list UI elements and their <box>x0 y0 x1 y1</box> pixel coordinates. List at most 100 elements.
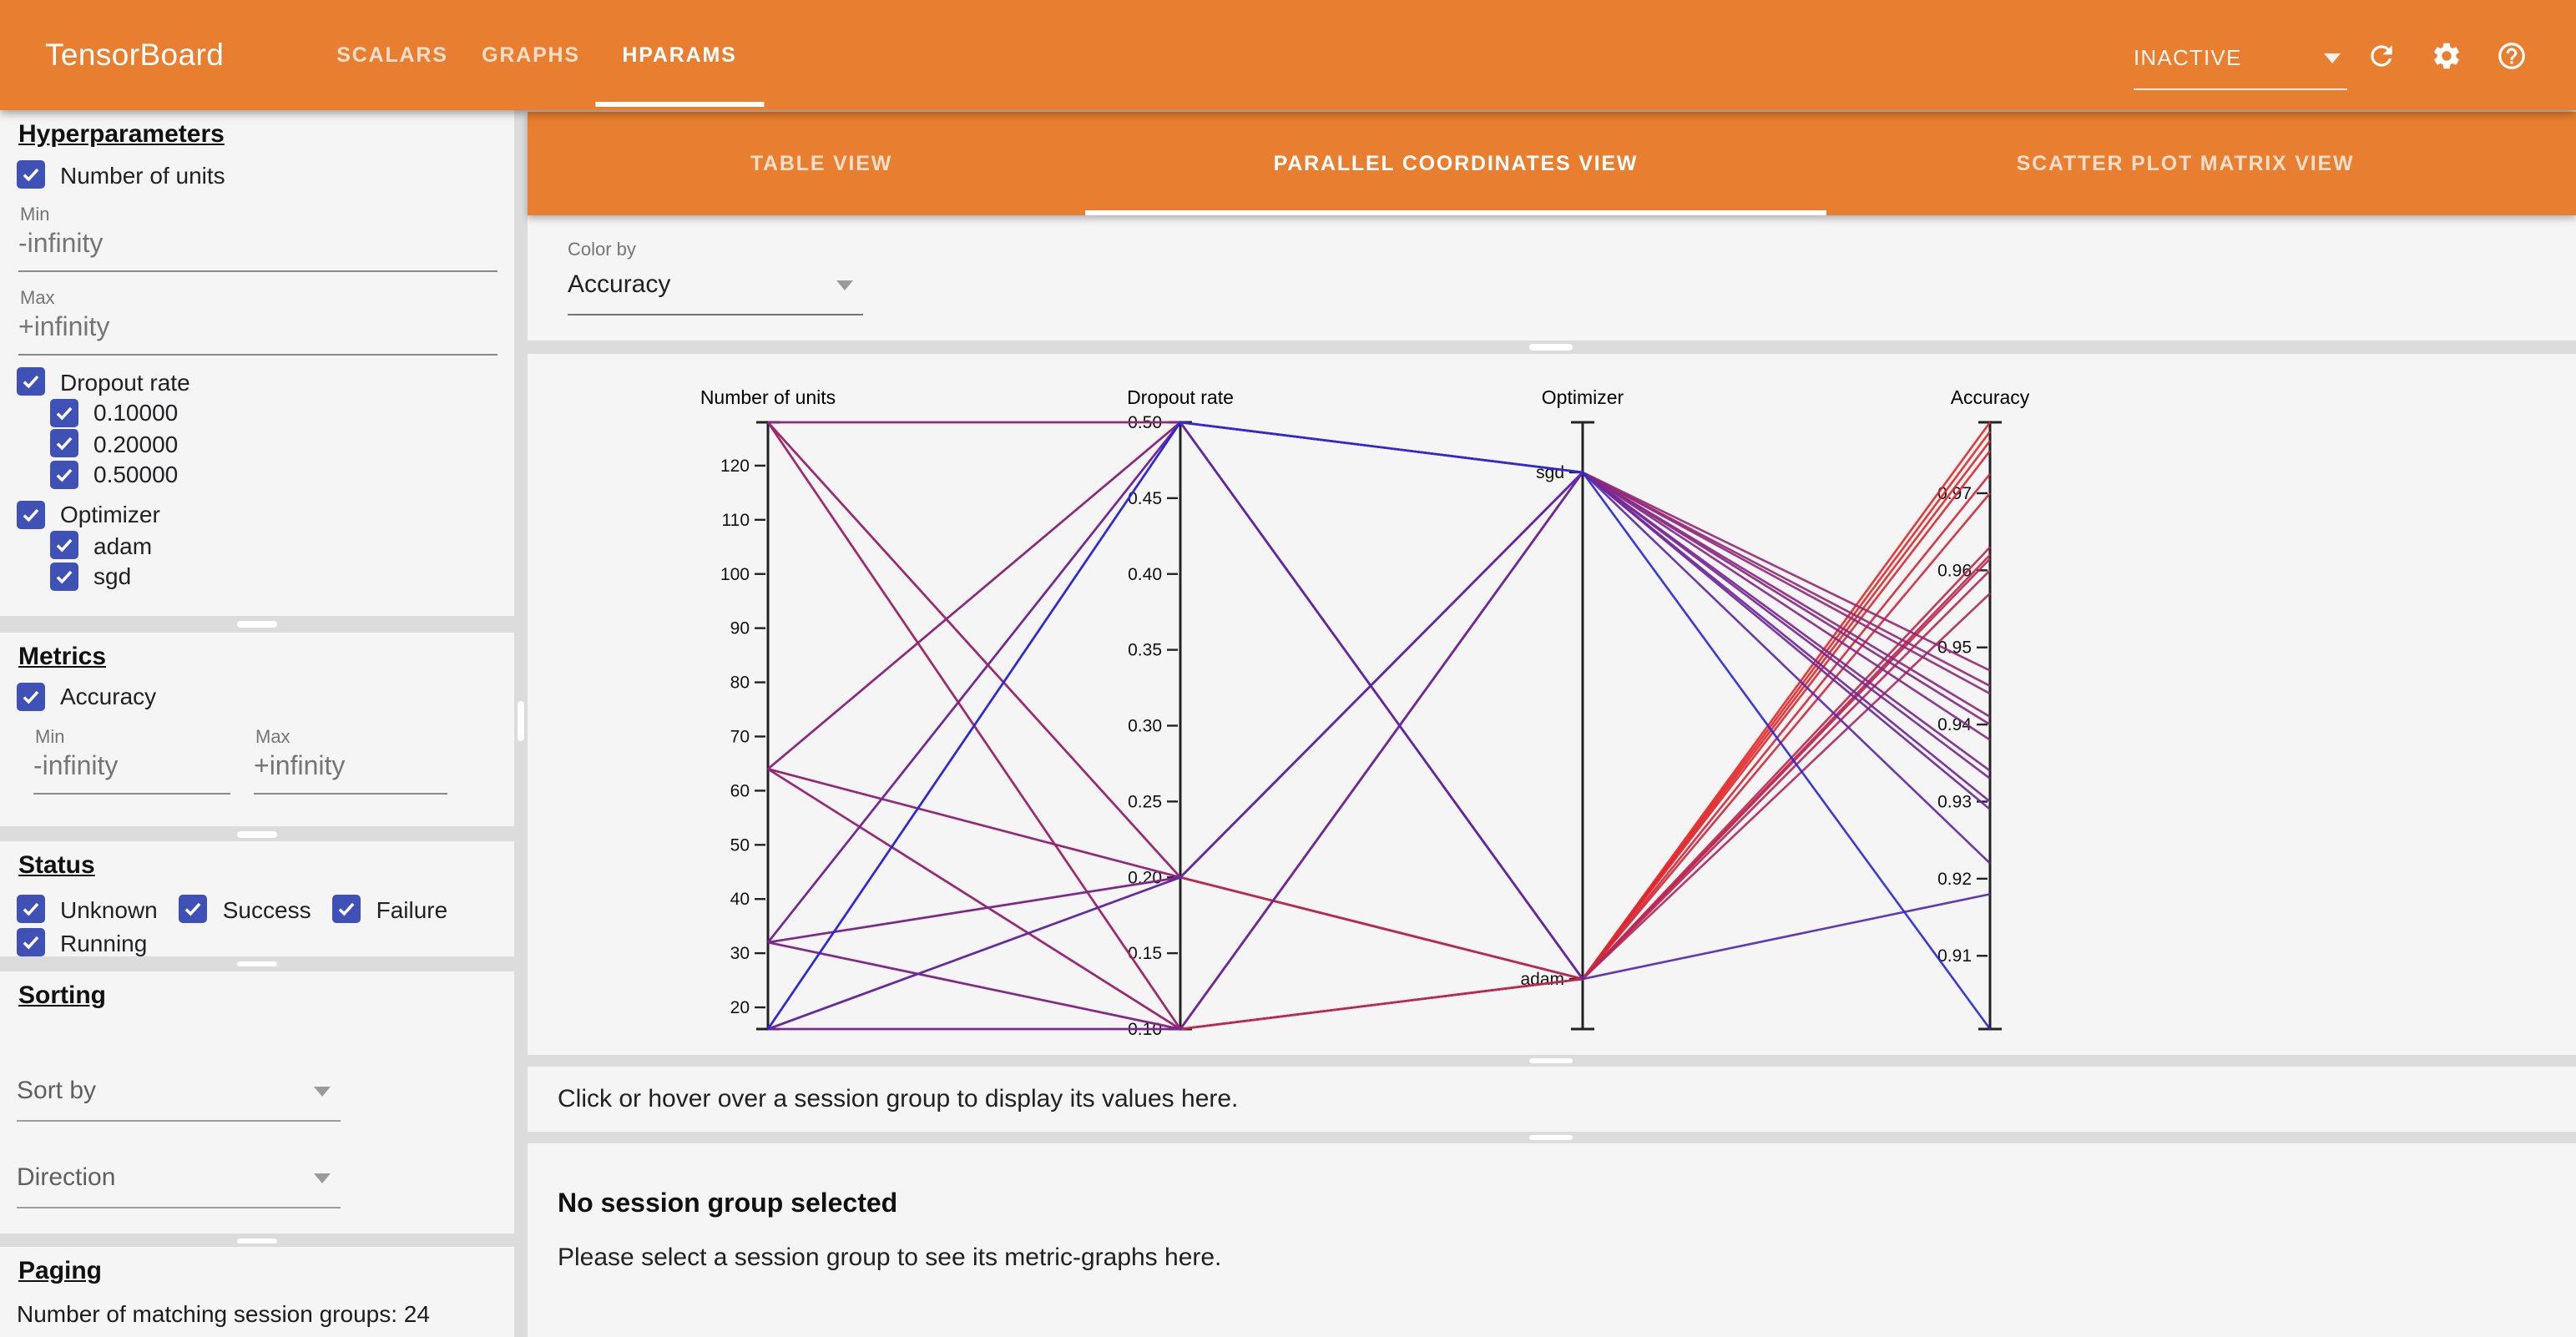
help-icon[interactable] <box>2496 39 2528 71</box>
checkbox-row-dropout-050[interactable]: 0.50000 <box>50 460 498 488</box>
color-by-dropdown[interactable]: Accuracy <box>568 270 863 315</box>
svg-text:50: 50 <box>730 835 750 854</box>
panel-resize-handle[interactable] <box>528 1131 2576 1143</box>
checkbox-dropout-020[interactable] <box>50 429 78 457</box>
direction-value: Direction <box>17 1163 116 1191</box>
checkbox-accuracy[interactable] <box>17 682 45 710</box>
checkbox-label: Unknown <box>60 896 158 922</box>
checkbox-row-sgd[interactable]: sgd <box>50 562 498 590</box>
checkbox-row-failure[interactable]: Failure <box>332 895 448 923</box>
section-resize-handle[interactable] <box>0 826 514 842</box>
checkbox-row-dropout-020[interactable]: 0.20000 <box>50 429 498 457</box>
svg-text:0.35: 0.35 <box>1128 640 1162 659</box>
section-resize-handle[interactable] <box>0 1233 514 1249</box>
checkbox-row-dropout-010[interactable]: 0.10000 <box>50 398 498 426</box>
hyperparameters-heading: Hyperparameters <box>18 120 225 149</box>
sidebar-resize-handle[interactable] <box>514 110 528 1337</box>
svg-text:30: 30 <box>730 943 750 962</box>
panel-resize-handle[interactable] <box>528 341 2576 353</box>
checkbox-row-dropout-rate[interactable]: Dropout rate <box>17 367 498 396</box>
metrics-max-field[interactable]: +infinity <box>254 752 447 794</box>
drag-handle-icon <box>1529 1057 1573 1063</box>
sidebar-section-sorting: Sorting Sort by Direction <box>0 971 514 1233</box>
svg-text:70: 70 <box>730 726 750 745</box>
checkbox-number-of-units[interactable] <box>17 160 45 189</box>
checkbox-label: Accuracy <box>60 683 157 709</box>
status-heading: Status <box>18 851 95 880</box>
svg-text:Number of units: Number of units <box>700 386 836 407</box>
main-content: TABLE VIEW PARALLEL COORDINATES VIEW SCA… <box>528 110 2576 1337</box>
svg-text:0.92: 0.92 <box>1937 869 1972 888</box>
sidebar-section-status: Status Unknown Success Failure Running <box>0 841 514 956</box>
parallel-coordinates-card: 20 30 40 50 60 70 80 90 100 110 120 Number of units… <box>528 353 2576 1054</box>
checkbox-label: Dropout rate <box>60 368 190 395</box>
checkbox-optimizer[interactable] <box>17 500 45 528</box>
min-field[interactable]: -infinity <box>18 230 498 272</box>
section-resize-handle[interactable] <box>0 956 514 971</box>
tab-parallel-coordinates-view[interactable]: PARALLEL COORDINATES VIEW <box>1274 112 1639 215</box>
run-selector-value: INACTIVE <box>2134 45 2242 70</box>
tab-scalars[interactable]: SCALARS <box>336 0 447 110</box>
tab-hparams[interactable]: HPARAMS <box>595 0 763 110</box>
parallel-coordinates-plot[interactable]: 20 30 40 50 60 70 80 90 100 110 120 Number of units… <box>528 353 2576 1054</box>
checkbox-label: Success <box>222 896 311 922</box>
checkbox-label: Failure <box>376 896 448 922</box>
sidebar: Hyperparameters Number of units Min -inf… <box>0 110 514 1337</box>
max-field[interactable]: +infinity <box>18 314 498 356</box>
svg-text:90: 90 <box>730 618 750 638</box>
svg-text:0.93: 0.93 <box>1937 791 1972 810</box>
run-selector-dropdown[interactable]: INACTIVE <box>2134 43 2347 90</box>
checkbox-dropout-010[interactable] <box>50 398 78 426</box>
chevron-down-icon <box>2324 53 2341 63</box>
checkbox-row-running[interactable]: Running <box>17 928 147 956</box>
panel-resize-handle[interactable] <box>528 1054 2576 1067</box>
checkbox-row-accuracy[interactable]: Accuracy <box>17 682 498 710</box>
sorting-heading: Sorting <box>18 981 106 1009</box>
checkbox-adam[interactable] <box>50 531 78 559</box>
max-label: Max <box>20 289 55 309</box>
sidebar-section-hyperparameters: Hyperparameters Number of units Min -inf… <box>0 110 514 616</box>
checkbox-row-success[interactable]: Success <box>179 895 311 923</box>
checkbox-success[interactable] <box>179 895 208 923</box>
checkbox-running[interactable] <box>17 928 45 956</box>
svg-text:40: 40 <box>730 889 750 908</box>
sort-by-value: Sort by <box>17 1076 97 1104</box>
color-by-label: Color by <box>568 240 636 260</box>
topbar: TensorBoard SCALARS GRAPHS HPARAMS INACT… <box>0 0 2576 110</box>
settings-gear-icon[interactable] <box>2431 39 2462 71</box>
session-detail-card: No session group selected Please select … <box>528 1143 2576 1337</box>
drag-handle-icon <box>237 831 277 837</box>
checkbox-failure[interactable] <box>332 895 361 923</box>
metrics-min-field[interactable]: -infinity <box>33 752 230 794</box>
checkbox-label: adam <box>93 532 153 558</box>
checkbox-label: 0.20000 <box>93 430 179 457</box>
tab-scatter-plot-matrix-view[interactable]: SCATTER PLOT MATRIX VIEW <box>2017 112 2355 215</box>
svg-text:0.15: 0.15 <box>1128 943 1162 962</box>
checkbox-sgd[interactable] <box>50 562 78 590</box>
checkbox-label: Optimizer <box>60 501 160 527</box>
checkbox-row-unknown[interactable]: Unknown <box>17 895 158 923</box>
drag-handle-icon <box>237 621 277 627</box>
metrics-heading: Metrics <box>18 642 107 670</box>
checkbox-row-number-of-units[interactable]: Number of units <box>17 160 498 189</box>
sort-by-dropdown[interactable]: Sort by <box>17 1076 341 1121</box>
section-resize-handle[interactable] <box>0 616 514 632</box>
tab-graphs[interactable]: GRAPHS <box>482 0 580 110</box>
checkbox-dropout-050[interactable] <box>50 460 78 488</box>
tab-table-view[interactable]: TABLE VIEW <box>750 112 892 215</box>
svg-text:adam: adam <box>1520 969 1564 988</box>
checkbox-row-adam[interactable]: adam <box>50 531 498 559</box>
direction-dropdown[interactable]: Direction <box>17 1163 341 1208</box>
paging-heading: Paging <box>18 1257 103 1285</box>
refresh-icon[interactable] <box>2366 39 2397 71</box>
metrics-min-label: Min <box>35 727 65 747</box>
app-title: TensorBoard <box>45 37 225 72</box>
checkbox-dropout-rate[interactable] <box>17 367 45 396</box>
tab-scatter-plot-matrix-view-label: SCATTER PLOT MATRIX VIEW <box>2016 152 2355 175</box>
chevron-down-icon <box>314 1173 331 1183</box>
tab-scalars-label: SCALARS <box>336 43 448 67</box>
checkbox-unknown[interactable] <box>17 895 45 923</box>
checkbox-row-optimizer[interactable]: Optimizer <box>17 500 498 528</box>
color-by-card: Color by Accuracy <box>528 215 2576 341</box>
